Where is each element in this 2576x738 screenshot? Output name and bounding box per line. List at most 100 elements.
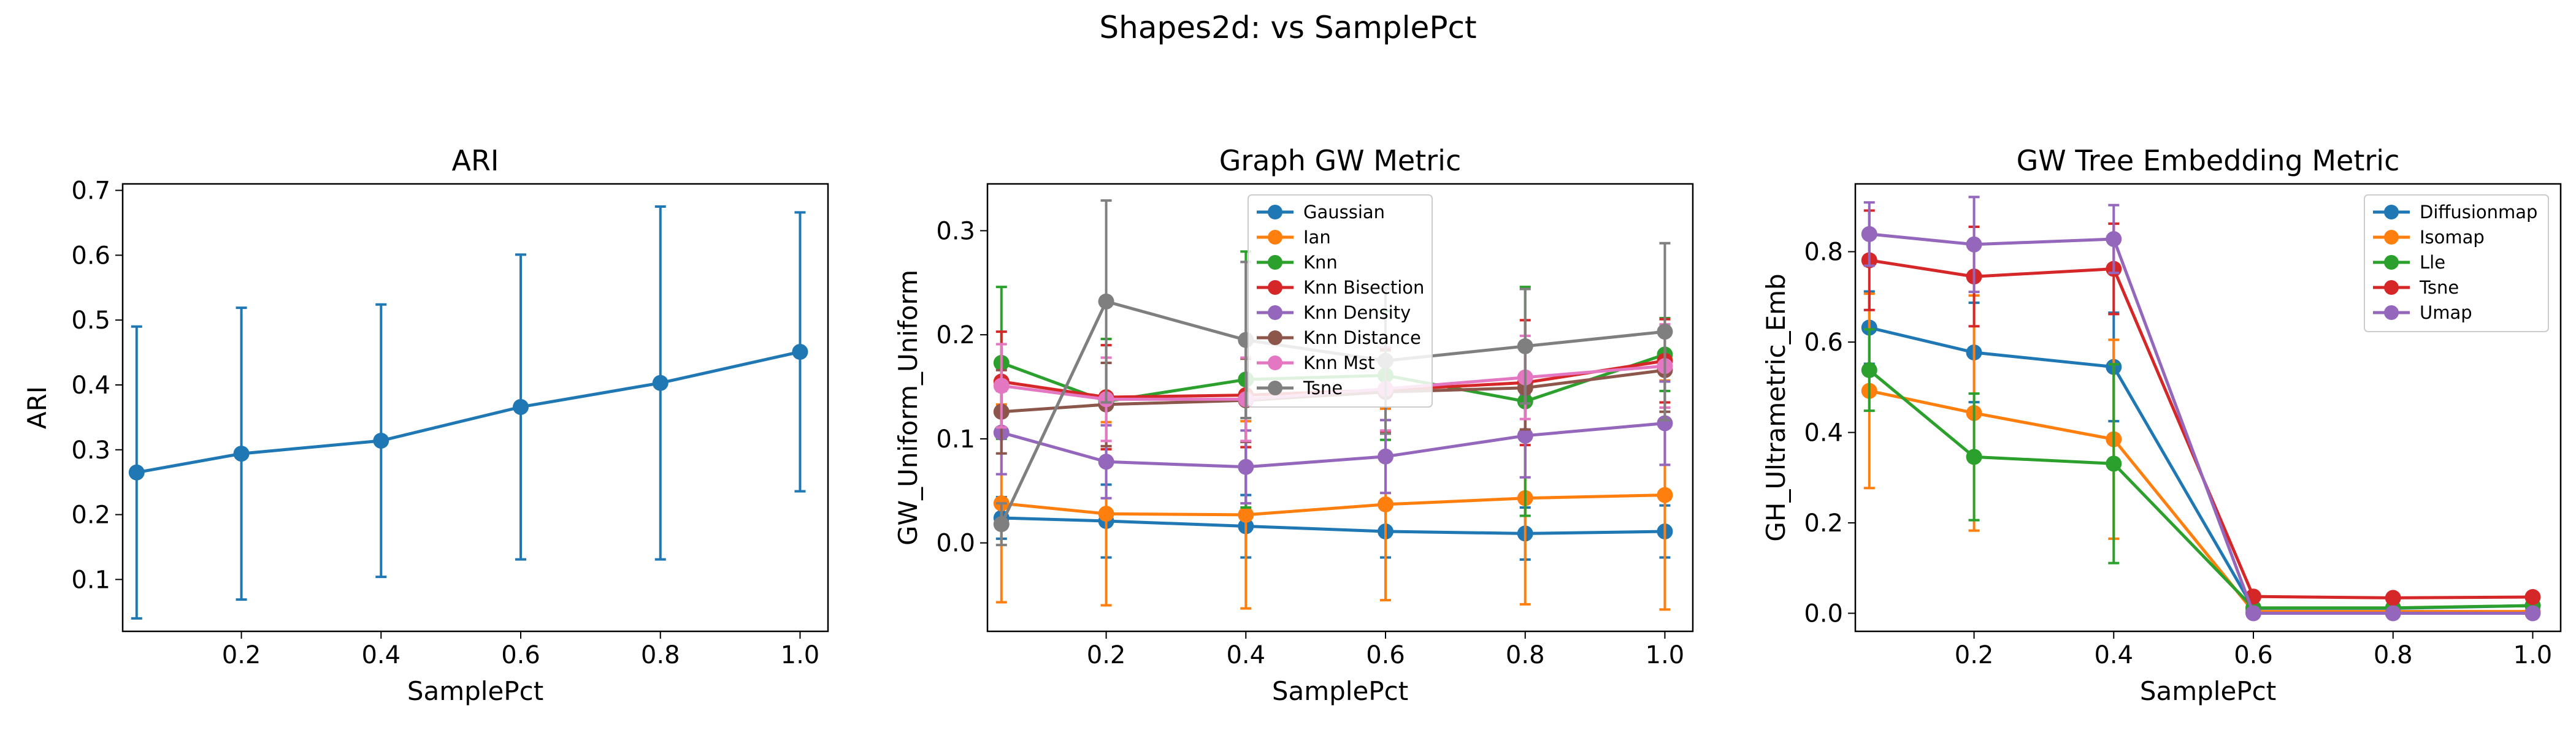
legend-marker <box>1268 255 1282 270</box>
y-tick-label: 0.4 <box>1804 419 1843 447</box>
data-point <box>2524 588 2541 605</box>
figure-suptitle: Shapes2d: vs SamplePct <box>1099 10 1476 45</box>
x-tick-label: 0.4 <box>2094 641 2133 669</box>
legend-marker <box>1268 205 1282 219</box>
data-point <box>2385 590 2401 606</box>
y-tick-label: 0.2 <box>71 501 110 530</box>
legend-marker <box>2384 230 2399 245</box>
data-point <box>233 446 250 462</box>
chart-title: ARI <box>452 144 499 177</box>
legend-marker <box>1268 330 1282 345</box>
data-point <box>993 378 1010 394</box>
legend-marker <box>1268 305 1282 320</box>
legend-marker <box>1268 280 1282 295</box>
legend-marker <box>1268 381 1282 395</box>
legend-label: Isomap <box>2420 227 2485 248</box>
data-point <box>993 516 1010 533</box>
data-point <box>1966 236 1982 253</box>
x-tick-label: 0.2 <box>1955 641 1994 669</box>
data-point <box>792 344 808 360</box>
x-tick-label: 0.8 <box>1506 641 1545 669</box>
series-line <box>1001 516 1665 535</box>
legend-label: Ian <box>1303 227 1331 248</box>
data-point <box>1517 338 1533 354</box>
chart-title: Graph GW Metric <box>1219 144 1461 177</box>
series-line <box>1869 232 2533 615</box>
legend-label: Umap <box>2420 302 2472 323</box>
data-point <box>513 398 529 415</box>
y-axis-label: GH_Ultrametric_Emb <box>1761 273 1791 541</box>
y-tick-label: 0.1 <box>936 425 975 454</box>
legend-marker <box>2384 205 2399 219</box>
series-line <box>1001 422 1665 469</box>
y-tick-label: 0.0 <box>936 530 975 558</box>
y-tick-label: 0.0 <box>1804 600 1843 628</box>
data-point <box>1238 506 1254 523</box>
legend-label: Knn Bisection <box>1303 277 1424 298</box>
legend-marker <box>2384 305 2399 320</box>
legend-label: Gaussian <box>1303 202 1385 223</box>
series-ian <box>993 379 1673 611</box>
x-tick-label: 0.4 <box>361 641 401 669</box>
data-point <box>2385 605 2401 622</box>
x-tick-label: 1.0 <box>2513 641 2553 669</box>
data-point <box>373 432 389 449</box>
x-axis-label: SamplePct <box>2140 676 2276 706</box>
axes-frame <box>121 183 829 633</box>
data-point <box>1238 458 1254 475</box>
y-tick-label: 0.2 <box>1804 509 1843 538</box>
x-tick-label: 0.6 <box>501 641 540 669</box>
series-umap <box>1861 196 2541 622</box>
axes-frame <box>986 183 1694 633</box>
x-tick-label: 0.6 <box>2234 641 2273 669</box>
y-tick-label: 0.8 <box>1804 238 1843 267</box>
legend-marker <box>1268 230 1282 245</box>
y-tick-label: 0.1 <box>71 566 110 594</box>
data-point <box>1966 449 1982 465</box>
legend-marker <box>2384 280 2399 295</box>
legend: Diffusionmap Isomap Lle Tsne Umap <box>2364 194 2549 332</box>
legend-label: Knn Distance <box>1303 327 1421 348</box>
x-tick-label: 0.8 <box>641 641 680 669</box>
legend-box <box>2364 194 2549 332</box>
data-point <box>1098 454 1114 470</box>
series-line <box>1868 368 2533 610</box>
y-tick-label: 0.2 <box>936 321 975 349</box>
data-point <box>1517 427 1533 444</box>
legend-label: Knn <box>1303 252 1338 273</box>
legend-label: Tsne <box>1303 378 1343 398</box>
x-tick-label: 0.8 <box>2374 641 2413 669</box>
data-point <box>1861 226 1877 242</box>
x-tick-label: 1.0 <box>781 641 820 669</box>
x-axis-label: SamplePct <box>407 676 543 706</box>
data-point <box>1657 324 1673 340</box>
chart-3: GW Tree Embedding Metric 0.2 0.4 0.6 0.8 1.0 0… <box>1761 144 2562 706</box>
data-point <box>652 375 669 391</box>
series-line <box>1869 389 2533 614</box>
series-line <box>1869 326 2533 610</box>
y-tick-label: 0.4 <box>71 371 110 400</box>
series-line <box>1001 493 1665 517</box>
y-tick-label: 0.5 <box>71 306 110 335</box>
legend: Gaussian Ian Knn Knn Bisection Knn Density Kn… <box>1248 194 1433 408</box>
legend-label: Lle <box>2420 252 2445 273</box>
data-point <box>128 464 145 481</box>
y-tick-label: 0.3 <box>71 436 110 465</box>
x-tick-label: 0.2 <box>1087 641 1126 669</box>
legend-marker <box>1268 356 1282 370</box>
y-tick-label: 0.6 <box>71 242 110 270</box>
data-point <box>2106 230 2122 247</box>
x-tick-label: 0.2 <box>222 641 261 669</box>
legend-label: Knn Mst <box>1303 352 1375 373</box>
chart-2: Graph GW Metric 0.2 0.4 0.6 0.8 1.0 0.0 0.1 0.2 0… <box>893 144 1694 706</box>
chart-1: ARI 0.2 0.4 0.6 0.8 1.0 0.1 0.2 0.3 0.4 0.5 0.6 0.7 S… <box>22 144 829 706</box>
series-main <box>128 205 808 620</box>
data-point <box>2245 605 2262 622</box>
data-point <box>1098 293 1114 310</box>
y-axis-label: ARI <box>22 386 52 429</box>
x-tick-label: 0.6 <box>1366 641 1405 669</box>
x-tick-label: 0.4 <box>1226 641 1265 669</box>
legend-marker <box>2384 255 2399 270</box>
series-line <box>136 350 801 474</box>
